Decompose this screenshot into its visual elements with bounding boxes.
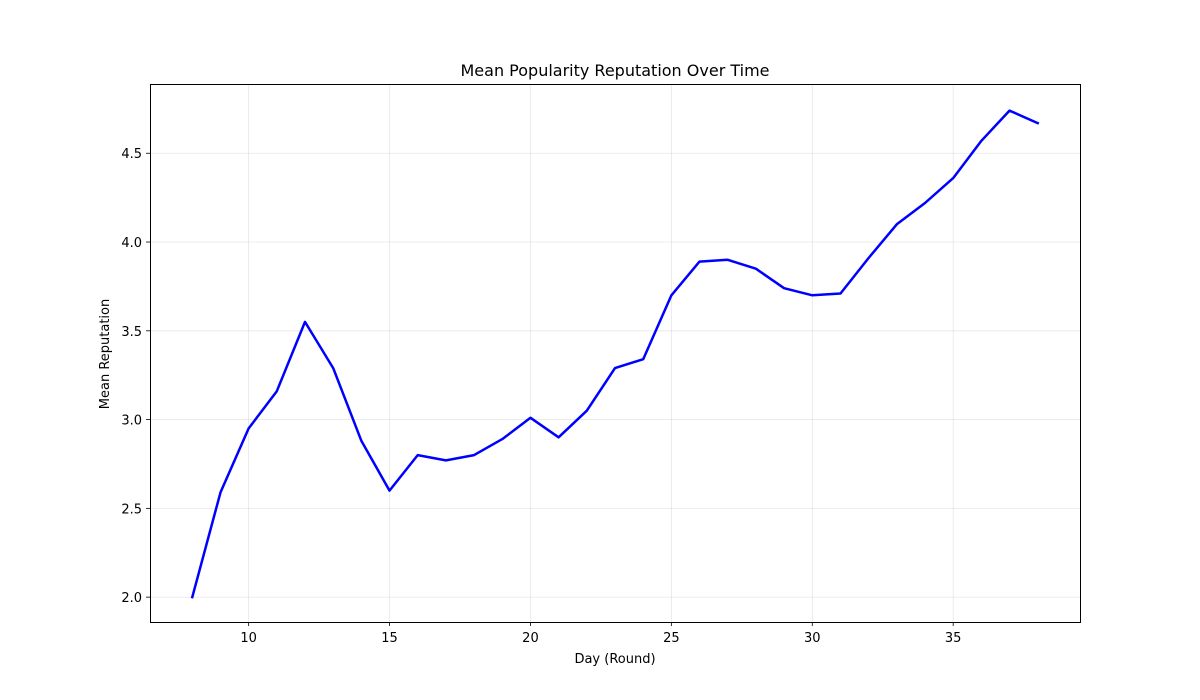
y-axis-label: Mean Reputation xyxy=(98,299,113,409)
x-tick-label: 20 xyxy=(522,631,539,646)
chart-title: Mean Popularity Reputation Over Time xyxy=(460,61,769,80)
y-tick-label: 2.0 xyxy=(121,591,142,606)
x-tick-label: 25 xyxy=(663,631,680,646)
y-axis-ticks: 2.0 2.5 3.0 3.5 4.0 4.5 xyxy=(121,147,150,606)
y-tick-label: 4.5 xyxy=(121,147,142,162)
y-tick-label: 3.5 xyxy=(121,325,142,340)
x-tick-label: 35 xyxy=(945,631,962,646)
x-tick-label: 15 xyxy=(381,631,398,646)
y-tick-label: 2.5 xyxy=(121,502,142,517)
series-line xyxy=(190,109,1040,599)
y-tick-label: 3.0 xyxy=(121,414,142,429)
x-axis-label: Day (Round) xyxy=(574,652,655,667)
x-tick-label: 10 xyxy=(240,631,257,646)
grid xyxy=(150,84,1080,622)
x-tick-label: 30 xyxy=(804,631,821,646)
y-tick-label: 4.0 xyxy=(121,236,142,251)
series-layer xyxy=(190,109,1040,599)
plot-frame xyxy=(150,84,1081,623)
x-axis-ticks: 10 15 20 25 30 35 xyxy=(240,622,961,646)
